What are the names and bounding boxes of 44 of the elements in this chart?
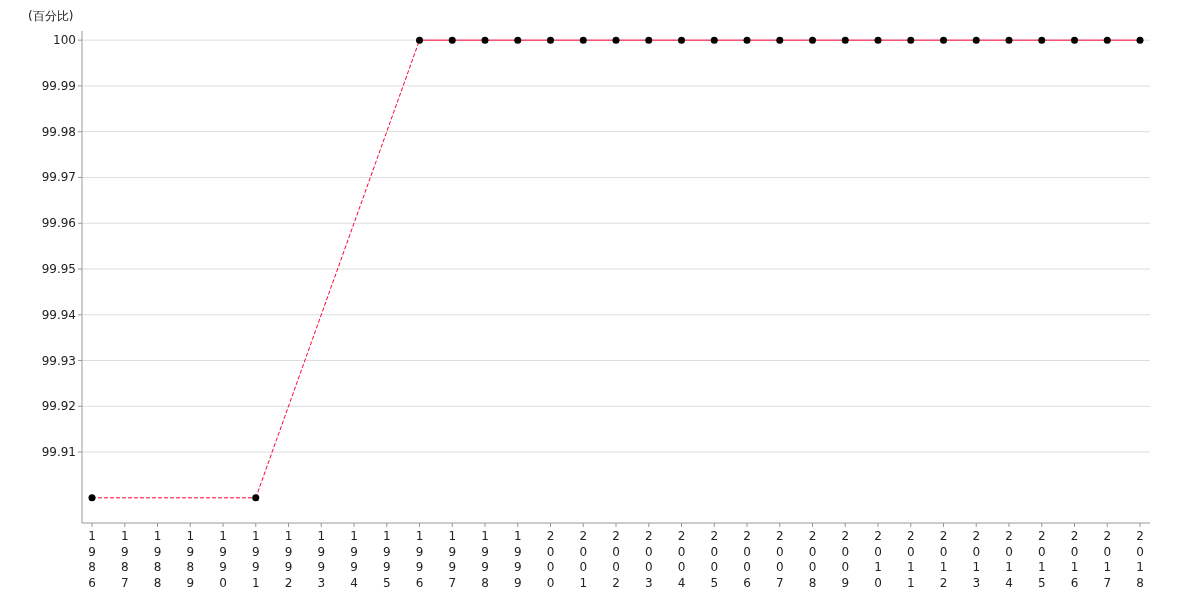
x-tick-label: 2004 xyxy=(677,529,686,590)
x-tick-label: 1997 xyxy=(448,529,457,590)
x-tick-label: 2008 xyxy=(808,529,817,590)
x-tick-label: 1998 xyxy=(481,529,489,590)
x-tick-label: 2013 xyxy=(972,529,981,590)
x-tick-label: 2011 xyxy=(906,529,915,590)
y-tick-label: 99.93 xyxy=(41,353,76,368)
x-tick-label: 1989 xyxy=(186,529,195,590)
y-tick-label: 99.95 xyxy=(41,261,76,276)
x-tick-label: 1999 xyxy=(513,529,522,590)
x-tick-label: 1988 xyxy=(153,529,162,590)
x-tick-label: 2006 xyxy=(743,529,751,590)
x-tick-label: 2016 xyxy=(1070,529,1079,590)
y-tick-label: 99.97 xyxy=(41,170,76,185)
x-tick-label: 2018 xyxy=(1136,529,1144,590)
y-tick-label: 99.94 xyxy=(41,307,76,322)
y-tick-label: 99.99 xyxy=(41,78,76,93)
y-tick-label: 100 xyxy=(53,33,76,48)
x-tick-label: 2002 xyxy=(612,529,620,590)
y-tick-label: 99.92 xyxy=(41,399,76,414)
x-tick-label: 1990 xyxy=(219,529,227,590)
x-tick-label: 1986 xyxy=(88,529,96,590)
x-tick-label: 1992 xyxy=(284,529,293,590)
x-tick-label: 2015 xyxy=(1037,529,1046,590)
x-tick-label: 2007 xyxy=(775,529,784,590)
x-tick-label: 2014 xyxy=(1005,529,1013,590)
x-tick-label: 1991 xyxy=(251,529,260,590)
y-tick-label: 99.96 xyxy=(41,216,76,231)
x-tick-label: 2012 xyxy=(939,529,948,590)
x-tick-label: 2017 xyxy=(1103,529,1112,590)
x-tick-label: 2003 xyxy=(644,529,653,590)
x-tick-label: 2010 xyxy=(874,529,882,590)
x-tick-label: 2000 xyxy=(546,529,555,590)
x-tick-label: 2005 xyxy=(710,529,719,590)
y-tick-label: 99.91 xyxy=(41,445,76,460)
x-tick-label: 1993 xyxy=(317,529,326,590)
x-tick-label: 2001 xyxy=(579,529,588,590)
x-tick-label: 1995 xyxy=(382,529,391,590)
x-tick-label: 1996 xyxy=(415,529,424,590)
y-tick-label: 99.98 xyxy=(41,124,76,139)
y-axis-title: (百分比) xyxy=(28,9,74,23)
x-tick-label: 2009 xyxy=(841,529,850,590)
x-tick-label: 1994 xyxy=(350,529,358,590)
x-tick-label: 1987 xyxy=(120,529,129,590)
